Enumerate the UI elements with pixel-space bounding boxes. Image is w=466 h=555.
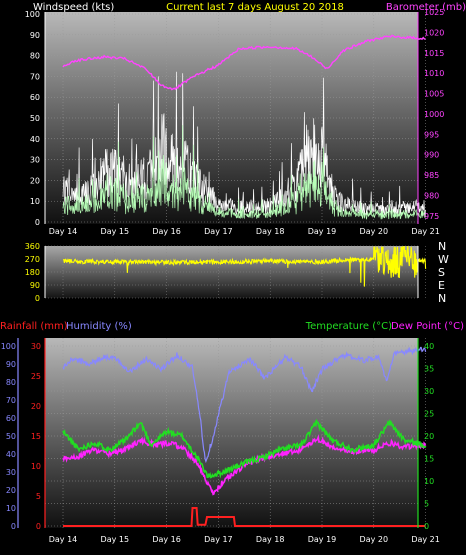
direction-series — [62, 246, 427, 287]
lower-day-label: Day 21 — [411, 535, 440, 544]
temperature-tick-label: 10 — [424, 477, 434, 486]
humidity-tick-label: 30 — [6, 468, 16, 477]
chart-title: Current last 7 days August 20 2018 — [166, 2, 344, 13]
temperature-tick-label: 5 — [424, 500, 429, 509]
barometer-tick-label: 1020 — [424, 28, 444, 37]
rainfall-tick-label: 20 — [31, 402, 41, 411]
humidity-tick-label: 100 — [1, 342, 16, 351]
direction-tick-label: 180 — [25, 268, 40, 277]
temperature-label: Temperature (°C) — [305, 321, 392, 332]
lower-day-label: Day 17 — [204, 535, 233, 544]
wind-day-label: Day 20 — [360, 227, 389, 236]
rainfall-series — [63, 507, 426, 527]
barometer-tick-label: 1025 — [424, 8, 444, 17]
lower-day-label: Day 18 — [256, 535, 285, 544]
rainfall-tick-label: 5 — [36, 492, 41, 501]
barometer-tick-label: 975 — [424, 212, 439, 221]
direction-axes: 0 N 90 E 180 S 270 W 360 N — [25, 240, 449, 305]
compass-label: N — [438, 292, 446, 305]
wind-tick-label: 40 — [30, 135, 40, 144]
lower-day-label: Day 20 — [360, 535, 389, 544]
humidity-label: Humidity (%) — [66, 321, 132, 332]
wind-tick-label: 30 — [30, 156, 40, 165]
wind-day-label: Day 19 — [308, 227, 337, 236]
dewpoint-label: Dew Point (°C) — [391, 321, 464, 332]
rainfall-tick-label: 25 — [31, 372, 41, 381]
rainfall-tick-label: 15 — [31, 432, 41, 441]
temperature-tick-label: 0 — [424, 522, 429, 531]
wind-tick-label: 80 — [30, 52, 40, 61]
temperature-tick-label: 20 — [424, 432, 434, 441]
temperature-tick-label: 40 — [424, 342, 434, 351]
wind-tick-label: 60 — [30, 93, 40, 102]
wind-axes: 0102030405060708090100975980985990995100… — [25, 8, 445, 236]
humidity-tick-label: 70 — [6, 396, 16, 405]
compass-label: N — [438, 240, 446, 253]
direction-tick-label: 270 — [25, 255, 40, 264]
wind-series — [62, 34, 426, 220]
humidity-series — [62, 346, 427, 464]
barometer-tick-label: 980 — [424, 191, 439, 200]
barometer-tick-label: 1015 — [424, 49, 444, 58]
rainfall-tick-label: 0 — [36, 522, 41, 531]
rainfall-tick-label: 10 — [31, 462, 41, 471]
wind-tick-label: 70 — [30, 72, 40, 81]
compass-label: E — [438, 279, 445, 292]
humidity-tick-label: 20 — [6, 486, 16, 495]
direction-tick-label: 360 — [25, 242, 40, 251]
wind-tick-label: 50 — [30, 114, 40, 123]
direction-grid — [45, 245, 426, 299]
wind-day-label: Day 14 — [49, 227, 78, 236]
wind-day-label: Day 21 — [411, 227, 440, 236]
humidity-tick-label: 0 — [11, 522, 16, 531]
humidity-tick-label: 50 — [6, 432, 16, 441]
wind-day-label: Day 17 — [204, 227, 233, 236]
wind-grid — [45, 12, 426, 224]
barometer-tick-label: 1005 — [424, 90, 444, 99]
wind-tick-label: 10 — [30, 197, 40, 206]
lower-day-label: Day 15 — [101, 535, 130, 544]
humidity-tick-label: 80 — [6, 378, 16, 387]
humidity-tick-label: 90 — [6, 360, 16, 369]
humidity-tick-label: 40 — [6, 450, 16, 459]
temperature-tick-label: 30 — [424, 387, 434, 396]
barometer-tick-label: 1010 — [424, 69, 444, 78]
wind-tick-label: 20 — [30, 176, 40, 185]
wind-avg-series — [62, 125, 426, 220]
wind-day-label: Day 15 — [101, 227, 130, 236]
windspeed-label: Windspeed (kts) — [33, 2, 114, 13]
temperature-series — [62, 418, 427, 479]
compass-label: S — [438, 266, 445, 279]
barometer-tick-label: 990 — [424, 151, 439, 160]
wind-tick-label: 0 — [35, 218, 40, 227]
direction-series — [62, 246, 427, 287]
direction-tick-label: 90 — [30, 281, 40, 290]
barometer-tick-label: 995 — [424, 130, 439, 139]
barometer-series — [62, 34, 426, 91]
lower-series — [62, 346, 427, 527]
wind-tick-label: 100 — [25, 10, 40, 19]
lower-day-label: Day 16 — [152, 535, 181, 544]
lower-plot-area — [45, 338, 418, 528]
wind-gust-series — [62, 71, 426, 217]
lower-day-label: Day 14 — [49, 535, 78, 544]
wind-tick-label: 90 — [30, 31, 40, 40]
barometer-tick-label: 1000 — [424, 110, 444, 119]
temperature-tick-label: 25 — [424, 410, 434, 419]
rainfall-tick-label: 30 — [31, 342, 41, 351]
compass-label: W — [438, 253, 449, 266]
temperature-tick-label: 15 — [424, 455, 434, 464]
humidity-tick-label: 60 — [6, 414, 16, 423]
temperature-tick-label: 35 — [424, 365, 434, 374]
direction-tick-label: 0 — [35, 294, 40, 303]
humidity-tick-label: 10 — [6, 504, 16, 513]
wind-day-label: Day 18 — [256, 227, 285, 236]
barometer-label: Barometer (mb) — [386, 2, 466, 13]
barometer-tick-label: 985 — [424, 171, 439, 180]
wind-day-label: Day 16 — [152, 227, 181, 236]
lower-day-label: Day 19 — [308, 535, 337, 544]
lower-axes: 0 5 10 15 20 25 30 35 40 0 10 20 30 40 50 60 70 80 90 100 0 5… — [1, 338, 440, 544]
rainfall-label: Rainfall (mm) — [0, 321, 68, 332]
